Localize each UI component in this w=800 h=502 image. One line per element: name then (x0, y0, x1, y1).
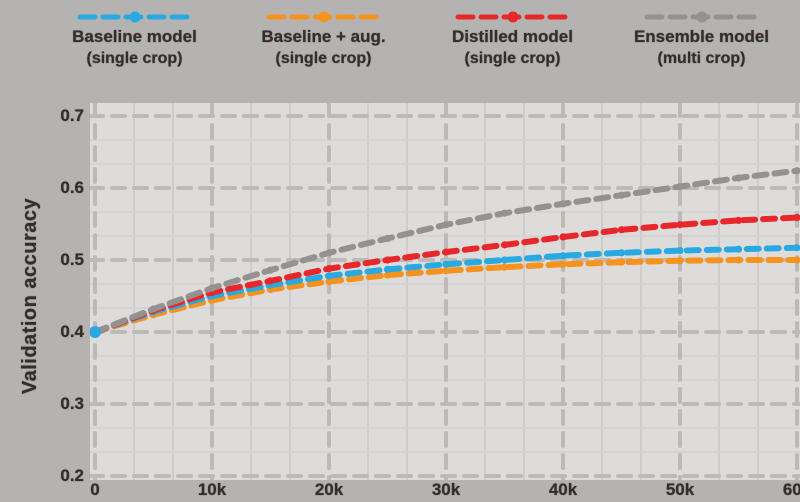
x-axis-tick-labels: 0 10k 20k 30k 40k 50k 60k (0, 478, 800, 502)
y-tick-label: 0.6 (60, 178, 84, 197)
x-tick-label: 60k (782, 480, 800, 499)
y-axis-tick-labels: 0.7 0.6 0.5 0.4 0.3 0.2 (0, 0, 86, 502)
plot-area (90, 103, 800, 480)
legend-item-baseline-aug: Baseline + aug. (single crop) (229, 4, 418, 70)
legend-item-label: Baseline + aug. (261, 27, 386, 46)
series-start-marker (90, 326, 101, 338)
x-tick-label: 20k (314, 480, 344, 499)
legend-line-marker-icon (266, 11, 381, 23)
y-tick-label: 0.3 (60, 394, 84, 413)
legend-item-sublabel: (multi crop) (657, 50, 746, 68)
x-tick-label: 40k (548, 480, 578, 499)
x-tick-label: 50k (665, 480, 695, 499)
plot-canvas (90, 103, 800, 480)
y-tick-label: 0.2 (60, 466, 84, 485)
legend-item-sublabel: (single crop) (86, 50, 183, 68)
legend-item-sublabel: (single crop) (275, 50, 372, 68)
chart-legend: Baseline model (single crop) Baseline + … (40, 4, 796, 96)
legend-line-marker-icon (455, 11, 570, 23)
legend-item-label: Baseline model (72, 27, 197, 46)
legend-item-baseline: Baseline model (single crop) (40, 4, 229, 70)
legend-line-marker-icon (77, 11, 192, 23)
y-tick-label: 0.7 (60, 106, 84, 125)
y-tick-label: 0.5 (60, 250, 84, 269)
legend-item-label: Distilled model (452, 27, 573, 46)
x-tick-label: 30k (431, 480, 461, 499)
legend-item-ensemble: Ensemble model (multi crop) (607, 4, 796, 70)
legend-line-marker-icon (644, 11, 759, 23)
y-tick-label: 0.4 (60, 322, 84, 341)
x-tick-label: 10k (197, 480, 227, 499)
legend-item-sublabel: (single crop) (464, 50, 561, 68)
legend-item-label: Ensemble model (633, 27, 770, 46)
legend-item-distilled: Distilled model (single crop) (418, 4, 607, 70)
x-tick-label: 0 (90, 480, 100, 499)
